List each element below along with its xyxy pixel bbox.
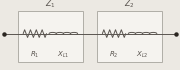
- Text: $Z_1$: $Z_1$: [45, 0, 56, 10]
- Text: $R_1$: $R_1$: [30, 49, 40, 59]
- FancyBboxPatch shape: [18, 11, 83, 62]
- Text: $X_{L1}$: $X_{L1}$: [57, 49, 70, 59]
- Text: $R_2$: $R_2$: [109, 49, 119, 59]
- Text: $X_{L2}$: $X_{L2}$: [136, 49, 149, 59]
- Text: $Z_2$: $Z_2$: [124, 0, 135, 10]
- FancyBboxPatch shape: [97, 11, 162, 62]
